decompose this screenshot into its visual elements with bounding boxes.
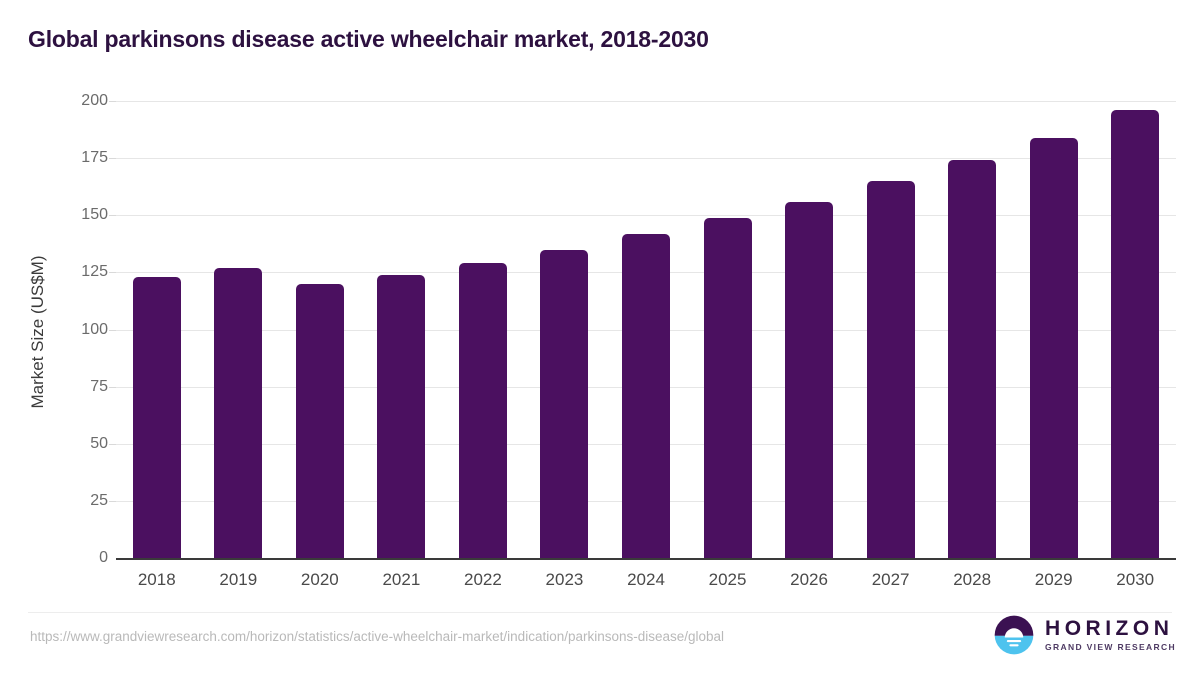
y-axis-tick	[109, 330, 116, 331]
brand-text: HORIZON GRAND VIEW RESEARCH	[1045, 618, 1176, 652]
x-axis-tick-label: 2020	[300, 570, 339, 589]
x-axis-tick-label: 2022	[464, 570, 502, 589]
x-axis-tick-label: 2023	[545, 570, 584, 589]
x-axis-tick-label: 2029	[1034, 570, 1073, 589]
x-axis-tick-label: 2030	[1116, 570, 1155, 589]
y-axis-tick-label: 200	[81, 92, 108, 109]
bar[interactable]	[785, 201, 834, 558]
y-axis-tick-label: 25	[90, 491, 108, 509]
y-axis-title: Market Size (US$M)	[28, 255, 47, 409]
page-title: Global parkinsons disease active wheelch…	[28, 26, 709, 52]
y-axis-tick	[109, 444, 116, 445]
x-axis-tick-label: 2018	[137, 570, 176, 589]
bar[interactable]	[622, 233, 670, 558]
y-axis-tick	[109, 387, 116, 388]
x-axis-tick-label: 2027	[871, 570, 910, 589]
gridline	[116, 158, 1176, 159]
y-axis-tick-label: 125	[81, 263, 108, 281]
y-axis-tick-labels: 0 25 50 75 100 125 150 175 200	[46, 0, 108, 675]
y-axis-tick	[109, 158, 116, 159]
source-url[interactable]: https://www.grandviewresearch.com/horizo…	[30, 629, 725, 644]
brand-tagline: GRAND VIEW RESEARCH	[1045, 642, 1176, 653]
y-axis-tick	[109, 215, 116, 216]
bar[interactable]	[1111, 110, 1160, 558]
x-axis-tick-label: 2028	[953, 570, 992, 589]
brand-name: HORIZON	[1045, 617, 1174, 641]
bar[interactable]	[703, 217, 752, 558]
bar[interactable]	[866, 180, 915, 558]
gridline	[116, 101, 1176, 102]
x-axis-tick-label: 2021	[382, 570, 421, 589]
y-axis-tick	[109, 272, 116, 273]
horizon-sun-circle-icon	[994, 615, 1034, 655]
x-axis-line	[116, 558, 1176, 560]
y-axis-tick-label: 150	[81, 206, 108, 224]
bar[interactable]	[295, 283, 344, 558]
bar[interactable]	[948, 160, 997, 558]
x-axis-tick-label: 2025	[708, 570, 747, 589]
x-axis-tick-labels: 2018 2019 2020 2021 2022 2023 2024 2025 2026 2027…	[116, 570, 1176, 598]
bar[interactable]	[377, 274, 426, 558]
gridline	[116, 215, 1176, 216]
bar[interactable]	[458, 263, 507, 558]
y-axis-tick-label: 100	[81, 320, 108, 338]
y-axis-tick-label: 175	[81, 149, 108, 167]
x-axis-tick-label: 2019	[219, 570, 258, 589]
bar[interactable]	[1029, 137, 1078, 558]
bar[interactable]	[214, 267, 263, 558]
y-axis-tick-label: 0	[99, 549, 108, 566]
x-axis-tick-label: 2026	[790, 570, 828, 589]
y-axis-tick	[109, 501, 116, 502]
y-axis-tick	[109, 101, 116, 102]
bar-series	[116, 0, 1176, 675]
y-axis-tick-label: 75	[90, 377, 108, 395]
y-axis-tick-label: 50	[90, 434, 108, 452]
x-axis-tick-label: 2024	[627, 570, 665, 589]
footer-divider	[28, 612, 1172, 613]
brand-logo: HORIZON GRAND VIEW RESEARCH	[993, 614, 1176, 656]
bar[interactable]	[540, 249, 589, 558]
bar[interactable]	[132, 276, 181, 558]
